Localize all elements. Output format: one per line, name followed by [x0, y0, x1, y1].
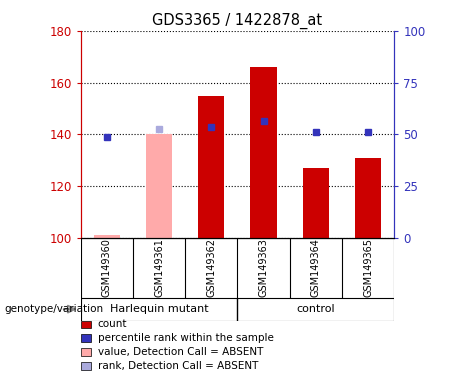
- Text: GSM149360: GSM149360: [102, 238, 112, 297]
- Text: value, Detection Call = ABSENT: value, Detection Call = ABSENT: [98, 347, 263, 357]
- Text: genotype/variation: genotype/variation: [5, 304, 104, 314]
- Bar: [355, 158, 381, 238]
- Text: GSM149364: GSM149364: [311, 238, 321, 297]
- Bar: [146, 134, 172, 238]
- Text: control: control: [296, 304, 335, 314]
- Bar: [94, 235, 120, 238]
- Bar: [303, 168, 329, 238]
- Bar: [198, 96, 225, 238]
- Bar: [250, 67, 277, 238]
- Text: GSM149362: GSM149362: [206, 238, 216, 297]
- Text: GSM149363: GSM149363: [259, 238, 269, 297]
- Text: Harlequin mutant: Harlequin mutant: [110, 304, 208, 314]
- Text: GSM149365: GSM149365: [363, 238, 373, 297]
- Text: percentile rank within the sample: percentile rank within the sample: [98, 333, 274, 343]
- Title: GDS3365 / 1422878_at: GDS3365 / 1422878_at: [152, 13, 323, 29]
- Text: count: count: [98, 319, 127, 329]
- Text: rank, Detection Call = ABSENT: rank, Detection Call = ABSENT: [98, 361, 258, 371]
- Text: GSM149361: GSM149361: [154, 238, 164, 297]
